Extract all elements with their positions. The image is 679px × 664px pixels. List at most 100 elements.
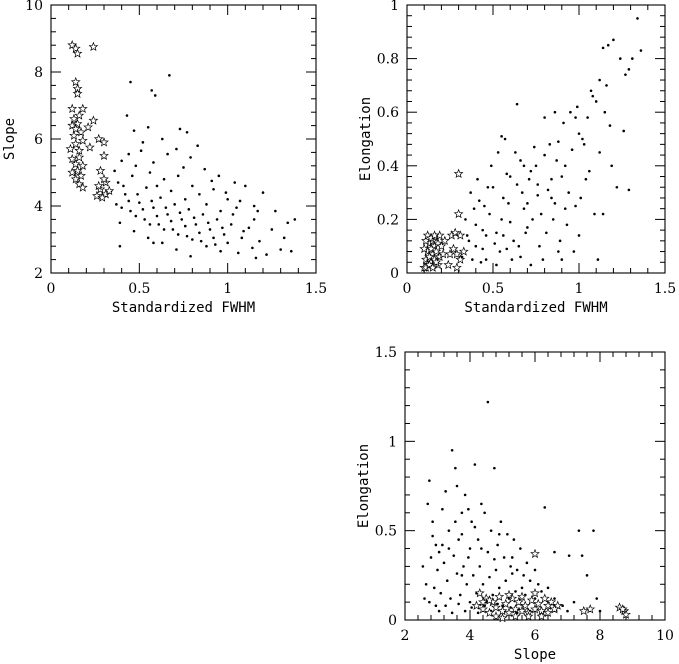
dot-point xyxy=(120,159,123,163)
star-point xyxy=(72,165,83,176)
dot-point xyxy=(494,568,498,572)
star-point xyxy=(95,165,106,176)
dot-point xyxy=(428,600,431,604)
dot-point xyxy=(168,74,171,77)
dot-point xyxy=(468,600,472,604)
dot-point xyxy=(500,218,503,221)
dot-point xyxy=(185,234,189,238)
dot-point xyxy=(538,244,541,248)
x-tick-label: 0 xyxy=(403,281,412,297)
dot-point xyxy=(539,212,543,216)
dot-point xyxy=(533,568,537,572)
star-point xyxy=(76,170,86,181)
y-tick-label: 6 xyxy=(34,132,43,148)
x-axis-label: Standardized FWHM xyxy=(464,300,607,316)
dot-point xyxy=(543,116,546,119)
y-tick-label: 1.5 xyxy=(375,345,397,361)
y-tick-label: 0.6 xyxy=(377,105,399,121)
star-point xyxy=(546,596,557,607)
dot-point xyxy=(528,579,532,582)
dot-point xyxy=(169,189,173,193)
dot-point xyxy=(517,244,521,248)
plot-frame xyxy=(406,4,666,274)
dot-point xyxy=(185,131,189,134)
star-point xyxy=(84,142,95,152)
dot-point xyxy=(519,255,522,259)
dot-point xyxy=(622,129,626,133)
dot-point xyxy=(242,229,245,233)
star-point xyxy=(450,227,461,237)
star-point xyxy=(77,135,88,145)
dot-point xyxy=(460,511,464,515)
dot-point xyxy=(499,520,503,524)
dot-point xyxy=(474,223,478,227)
dot-point xyxy=(127,199,131,203)
dot-point xyxy=(489,529,493,532)
dot-point xyxy=(173,203,176,206)
dot-point xyxy=(575,105,579,109)
dot-point xyxy=(468,547,472,550)
dot-point xyxy=(458,593,462,597)
y-tick-label: 4 xyxy=(34,199,43,215)
dot-point xyxy=(520,586,524,590)
dot-point xyxy=(561,604,564,608)
y-axis-label: Slope xyxy=(2,118,18,160)
dot-point xyxy=(555,159,558,162)
dot-point xyxy=(562,121,565,125)
dot-point xyxy=(548,143,552,146)
dot-point xyxy=(577,132,581,135)
star-point xyxy=(617,604,628,614)
star-point xyxy=(453,168,464,179)
dot-point xyxy=(465,234,469,237)
dot-point xyxy=(176,174,180,178)
dot-point xyxy=(460,574,464,577)
dot-point xyxy=(134,214,138,218)
y-tick-label: 0.5 xyxy=(375,524,397,540)
dot-point xyxy=(212,187,215,191)
dot-point xyxy=(469,191,472,194)
star-point xyxy=(88,41,99,52)
dot-point xyxy=(550,177,553,181)
dot-point xyxy=(506,532,509,536)
dot-point xyxy=(585,574,589,577)
dot-point xyxy=(570,148,574,152)
dot-point xyxy=(206,221,210,225)
dot-point xyxy=(608,124,612,127)
dot-point xyxy=(282,236,286,240)
dot-point xyxy=(504,579,508,582)
dot-point xyxy=(293,218,297,221)
dot-point xyxy=(178,127,182,131)
dot-point xyxy=(120,206,123,209)
star-point xyxy=(88,115,99,125)
dot-point xyxy=(270,228,274,231)
dot-point xyxy=(258,239,261,243)
dot-point xyxy=(536,582,540,586)
dot-point xyxy=(145,186,148,189)
dot-point xyxy=(201,213,205,216)
dot-point xyxy=(152,161,155,164)
dot-point xyxy=(553,110,557,114)
star-point xyxy=(104,185,115,196)
dot-point xyxy=(540,590,543,593)
dot-point xyxy=(205,203,208,206)
dot-point xyxy=(519,159,522,162)
star-point xyxy=(67,153,78,164)
dot-point xyxy=(491,593,495,597)
dot-point xyxy=(577,529,581,532)
star-point xyxy=(431,257,442,267)
y-tick-label: 0.2 xyxy=(377,212,399,228)
dot-point xyxy=(519,547,522,550)
dot-point xyxy=(486,185,490,189)
dot-point xyxy=(476,611,480,615)
dot-point xyxy=(113,169,116,173)
dot-point xyxy=(474,244,478,248)
star-point xyxy=(453,208,464,219)
star-point xyxy=(478,604,488,614)
dot-point xyxy=(501,604,504,608)
dot-point xyxy=(125,114,129,117)
x-tick-label: 8 xyxy=(596,628,605,644)
y-tick-label: 2 xyxy=(34,266,43,282)
dot-point xyxy=(572,600,576,604)
dot-point xyxy=(510,572,514,575)
